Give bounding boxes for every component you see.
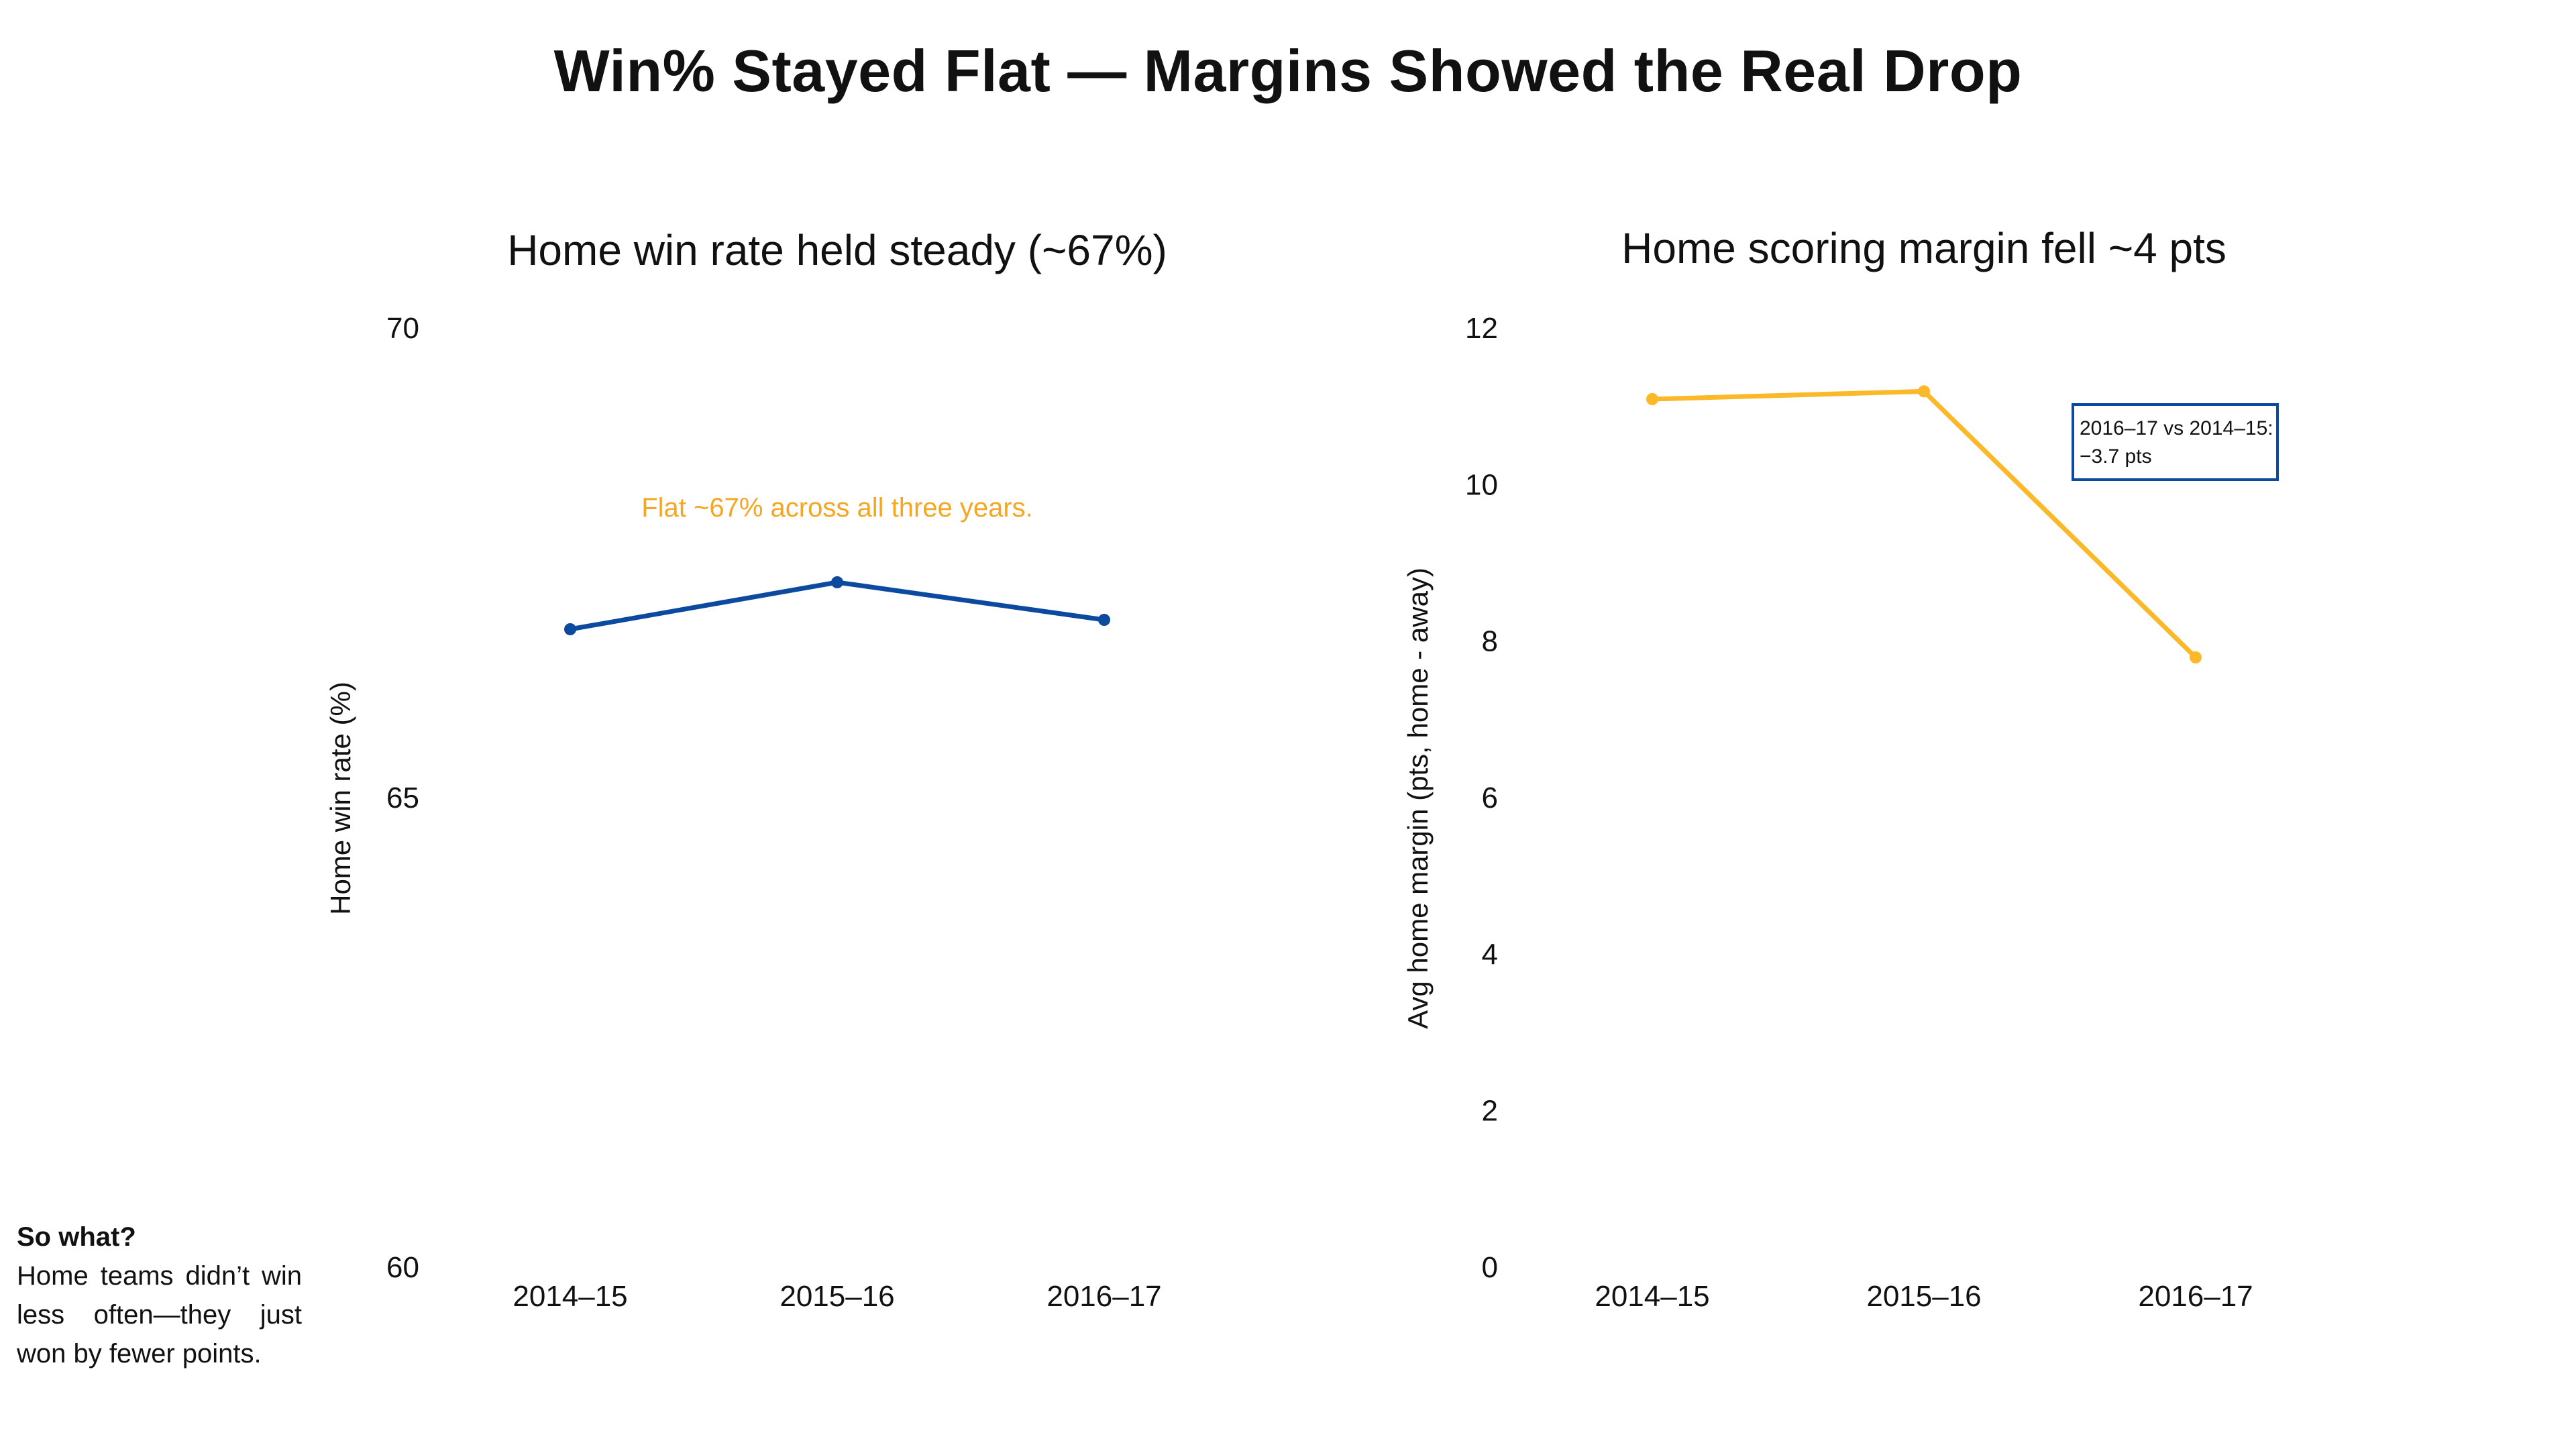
chart-title: Home win rate held steady (~67%)	[507, 226, 1167, 274]
main-title: Win% Stayed Flat — Margins Showed the Re…	[553, 38, 2023, 104]
note-heading: So what?	[17, 1222, 136, 1252]
y-tick-label: 6	[1482, 782, 1498, 814]
x-tick-label: 2014–15	[1595, 1280, 1709, 1313]
y-tick-label: 2	[1482, 1095, 1498, 1128]
y-tick-label: 8	[1482, 625, 1498, 658]
x-tick-label: 2016–17	[1046, 1280, 1161, 1313]
chart-title: Home scoring margin fell ~4 pts	[1621, 224, 2226, 272]
y-tick-label: 60	[386, 1251, 419, 1284]
y-tick-label: 12	[1465, 312, 1498, 345]
data-point	[2190, 651, 2202, 663]
y-tick-label: 10	[1465, 468, 1498, 501]
note-body: Home teams didn’t win less often—they ju…	[17, 1261, 302, 1368]
y-tick-label: 65	[386, 782, 419, 814]
data-point	[831, 576, 843, 588]
y-tick-label: 0	[1482, 1251, 1498, 1284]
y-tick-label: 70	[386, 312, 419, 345]
annotation-text: Flat ~67% across all three years.	[641, 493, 1033, 523]
annotation-line: 2016–17 vs 2014–15:	[2080, 417, 2273, 439]
x-tick-label: 2015–16	[1866, 1280, 1981, 1313]
y-axis-label: Avg home margin (pts, home - away)	[1402, 568, 1434, 1029]
data-point	[1098, 614, 1110, 626]
so-what-note: So what? Home teams didn’t win less ofte…	[17, 1218, 302, 1373]
y-tick-label: 4	[1482, 938, 1498, 971]
annotation-box	[2072, 403, 2279, 481]
data-point	[1646, 393, 1658, 405]
x-tick-label: 2016–17	[2138, 1280, 2253, 1313]
data-point	[564, 623, 576, 635]
data-point	[1918, 385, 1930, 398]
annotation-line: −3.7 pts	[2080, 445, 2152, 468]
x-tick-label: 2014–15	[513, 1280, 627, 1313]
y-axis-label: Home win rate (%)	[325, 682, 356, 915]
x-tick-label: 2015–16	[780, 1280, 894, 1313]
